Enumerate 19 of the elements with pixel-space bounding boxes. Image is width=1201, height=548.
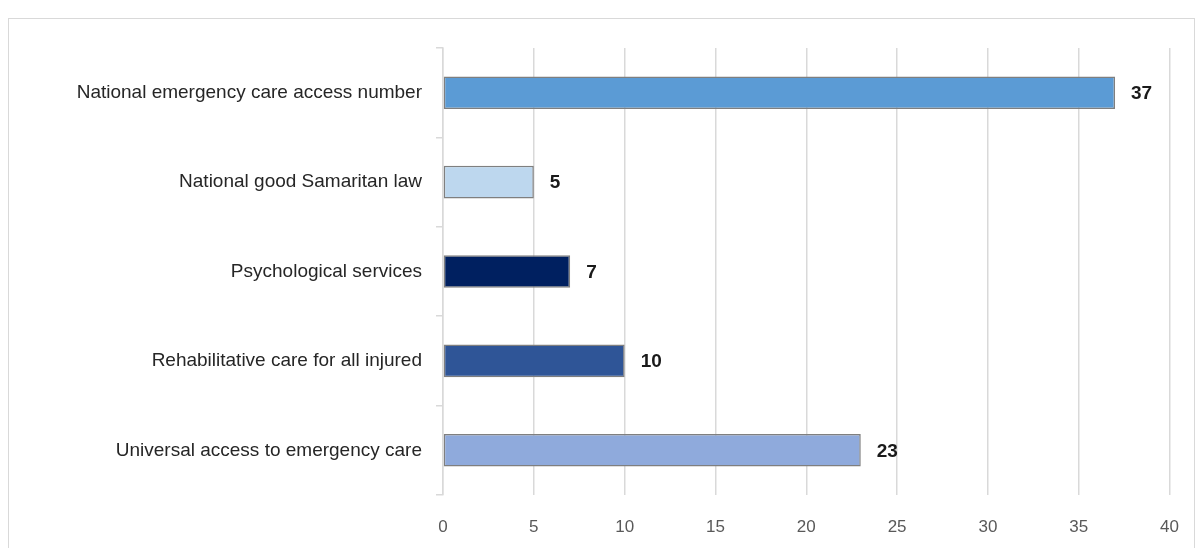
x-tick-label: 15 — [705, 516, 725, 536]
y-tick-label: National good Samaritan law — [179, 170, 423, 192]
data-label: 10 — [640, 350, 662, 372]
x-tick-label: 20 — [796, 516, 816, 536]
data-label: 23 — [876, 439, 898, 461]
x-tick-label: 30 — [978, 516, 998, 536]
y-tick-label: National emergency care access number — [76, 80, 423, 102]
y-tick-label: Psychological services — [230, 259, 422, 281]
x-tick-label: 10 — [615, 516, 635, 536]
data-label: 37 — [1131, 81, 1153, 103]
data-label: 7 — [586, 260, 597, 282]
x-tick-label: 25 — [887, 516, 907, 536]
data-label: 5 — [549, 171, 561, 193]
x-tick-label: 0 — [438, 516, 448, 536]
x-tick-label: 5 — [529, 516, 539, 536]
y-tick-label: Rehabilitative care for all injured — [151, 349, 422, 371]
y-tick-label: Universal access to emergency care — [115, 438, 422, 460]
x-tick-label: 40 — [1160, 516, 1180, 536]
x-tick-label: 35 — [1069, 516, 1089, 536]
